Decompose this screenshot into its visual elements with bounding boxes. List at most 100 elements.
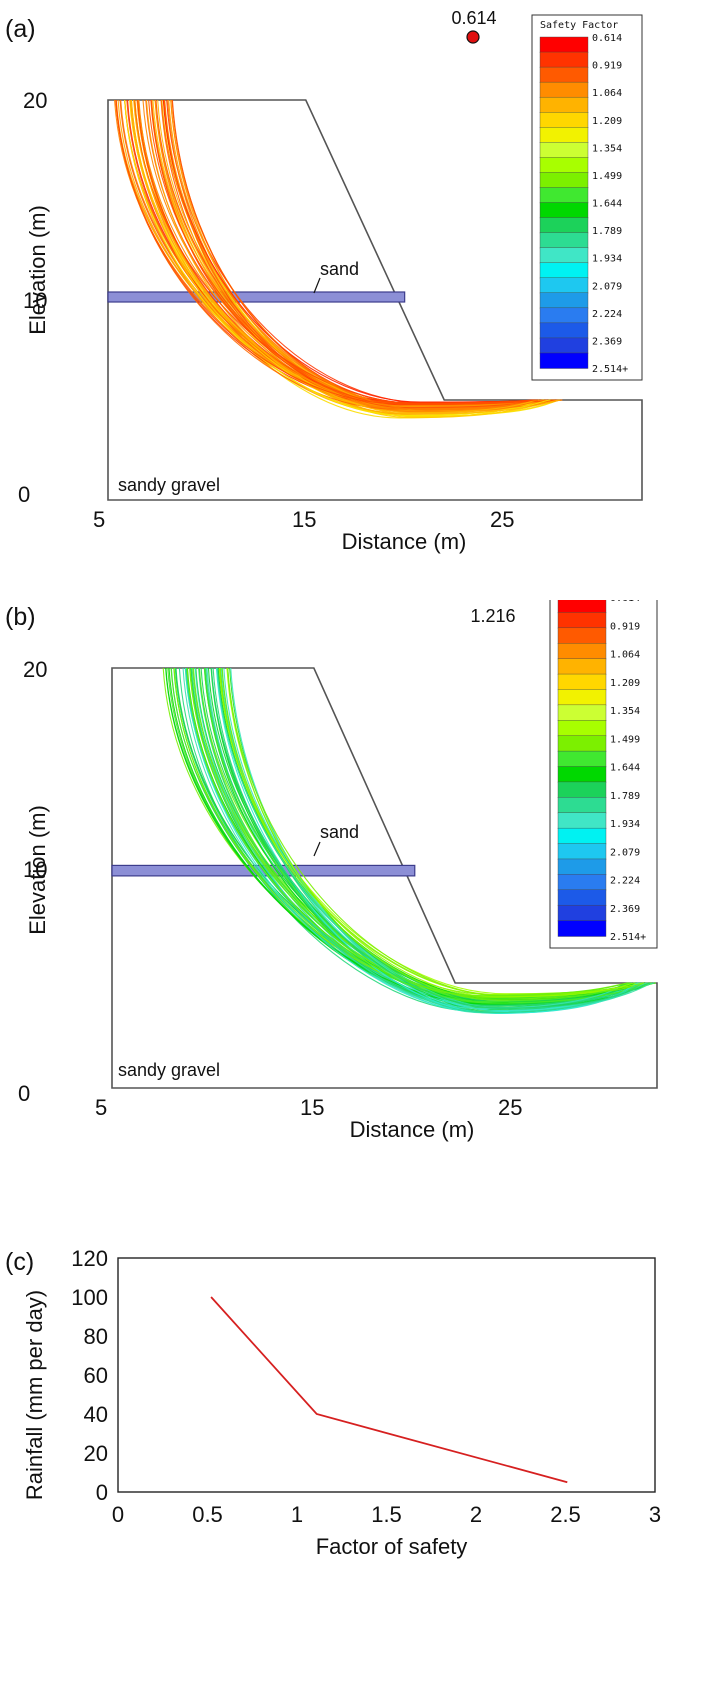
legend-label: 1.064 (610, 650, 640, 661)
y-tick-label: 10 (23, 288, 47, 313)
legend-swatch (539, 142, 589, 159)
y-tick-label: 0 (18, 1081, 30, 1106)
legend-label: 1.789 (592, 226, 622, 237)
slip-surface (161, 99, 561, 417)
legend-swatch (557, 797, 607, 814)
slip-surface (115, 99, 538, 404)
panel-label: (a) (5, 15, 36, 43)
legend-label: 2.514+ (592, 364, 628, 375)
x-tick-label: 3 (649, 1502, 661, 1527)
slip-surface (171, 99, 550, 409)
legend-swatch (539, 96, 589, 113)
slip-surface (171, 99, 544, 405)
legend-swatch (539, 202, 589, 219)
legend-swatch (539, 337, 589, 354)
slip-surface (226, 667, 636, 998)
legend-swatch (557, 704, 607, 721)
legend-swatch (539, 36, 589, 53)
legend-swatch (539, 292, 589, 309)
x-tick-label: 15 (300, 1095, 324, 1120)
slip-surface (124, 99, 551, 416)
y-tick-label: 10 (23, 857, 47, 882)
min-fs-value: 1.216 (470, 606, 515, 626)
sandy-gravel-label: sandy gravel (118, 475, 220, 495)
legend-label: 1.934 (592, 254, 622, 265)
legend-swatch (539, 112, 589, 128)
y-tick-label: 20 (84, 1441, 108, 1466)
sand-label: sand (320, 259, 359, 279)
legend-swatch (539, 187, 589, 204)
slip-surface (191, 667, 644, 1014)
slip-surface (170, 99, 543, 412)
legend-swatch (539, 322, 589, 339)
slip-surface (184, 667, 637, 1013)
legend-label: 1.789 (610, 791, 640, 802)
slip-surface (170, 99, 555, 409)
slip-surface (160, 99, 537, 410)
safety-factor-legend: Safety Factor 0.614 0.919 1.064 1.209 1.354 1.… (531, 14, 643, 381)
x-tick-label: 25 (498, 1095, 522, 1120)
slip-surface (162, 99, 554, 403)
slip-surface (157, 99, 559, 411)
y-tick-label: 0 (18, 482, 30, 507)
legend-swatch (557, 735, 607, 752)
legend-swatch (557, 627, 607, 644)
legend-label: 2.079 (610, 847, 640, 858)
x-tick-label: 0 (112, 1502, 124, 1527)
plot-frame (117, 1257, 656, 1493)
legend-label: 1.499 (592, 171, 622, 182)
x-tick-label: 2 (470, 1502, 482, 1527)
y-axis-label: Elevation (m) (25, 805, 50, 935)
x-axis-label: Factor of safety (316, 1534, 468, 1559)
legend-swatch (539, 352, 589, 369)
sand-leader (313, 277, 321, 294)
legend-swatch (557, 812, 607, 829)
slip-surfaces (162, 667, 656, 1014)
legend-label: 1.064 (592, 88, 622, 99)
series-line (210, 1296, 568, 1484)
slip-surface (130, 99, 539, 414)
slip-surface (167, 99, 538, 409)
legend-label: 1.209 (610, 678, 640, 689)
slip-surface (168, 99, 549, 413)
slope-panel-b: (b) 1.216 Safety Factor0.6140.9191.0641.… (0, 600, 713, 1200)
slip-surface (155, 99, 552, 404)
legend-swatch (557, 858, 607, 876)
x-tick-label: 15 (292, 507, 316, 532)
slope-stability-chart-a: (a) 0.614 Safety Factor 0.614 0.919 1.064 1.… (5, 8, 643, 554)
legend-swatch (557, 750, 607, 768)
y-tick-label: 120 (71, 1246, 108, 1271)
legend-swatch (557, 889, 607, 906)
slip-surface (218, 667, 644, 996)
legend-label: 1.209 (592, 116, 622, 127)
legend-swatch (557, 658, 607, 675)
slip-surface (154, 99, 555, 410)
legend-label: 2.369 (592, 336, 622, 347)
legend-swatch (557, 843, 607, 860)
y-tick-label: 20 (23, 657, 47, 682)
sandy-gravel-label: sandy gravel (118, 1060, 220, 1080)
y-tick-label: 60 (84, 1363, 108, 1388)
sand-leader (313, 841, 321, 857)
legend-label: 1.934 (610, 819, 640, 830)
legend-label: 2.079 (592, 281, 622, 292)
x-axis-label: Distance (m) (350, 1117, 475, 1142)
legend-swatch (557, 720, 607, 737)
x-axis-label: Distance (m) (342, 529, 467, 554)
legend-label: 2.514+ (610, 932, 646, 943)
legend-label: 2.224 (610, 876, 640, 887)
legend-swatch (557, 600, 607, 614)
legend-swatch (539, 232, 589, 249)
x-tick-label: 5 (93, 507, 105, 532)
slope-stability-chart-b: (b) 1.216 Safety Factor0.6140.9191.0641.… (5, 600, 658, 1142)
x-tick-label: 1.5 (371, 1502, 402, 1527)
plot-area (111, 667, 658, 1089)
min-fs-value: 0.614 (451, 8, 496, 28)
x-tick-label: 0.5 (192, 1502, 223, 1527)
legend-swatch (539, 157, 589, 174)
sand-label: sand (320, 822, 359, 842)
y-axis-label: Rainfall (mm per day) (22, 1290, 47, 1500)
legend-swatch (557, 673, 607, 691)
slip-surface (186, 667, 629, 997)
panel-label: (c) (5, 1248, 34, 1276)
